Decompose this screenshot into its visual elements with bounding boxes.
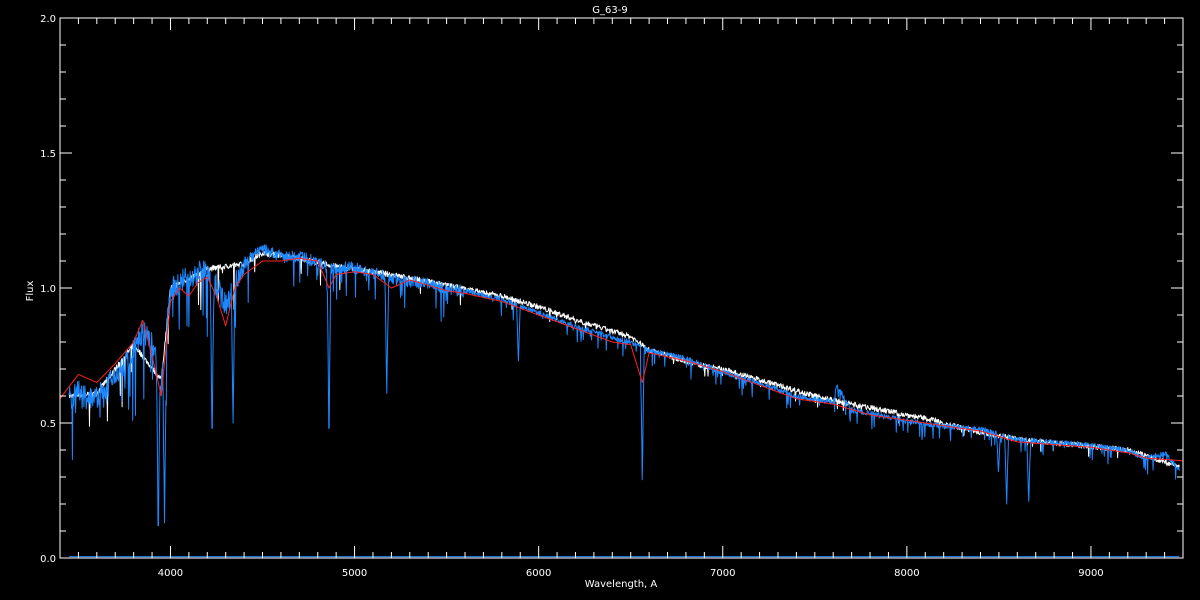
x-tick-label: 5000 — [342, 568, 367, 579]
y-axis-label: Flux — [25, 281, 36, 302]
y-tick-label: 0.0 — [40, 554, 56, 565]
x-tick-label: 4000 — [158, 568, 183, 579]
axes-layer: 4000 5000 6000 7000 8000 9000 0.0 0.5 1.0 1.5 2.0 — [40, 14, 1184, 579]
x-tick-label: 8000 — [894, 568, 919, 579]
y-tick-label: 2.0 — [40, 14, 56, 25]
y-tick-label: 1.0 — [40, 284, 56, 295]
x-tick-label: 9000 — [1078, 568, 1103, 579]
series-line-2 — [59, 257, 1184, 462]
series-layer — [59, 244, 1184, 558]
x-tick-label: 7000 — [710, 568, 735, 579]
x-axis-label: Wavelength, A — [585, 579, 658, 590]
chart-title: G_63-9 — [592, 5, 627, 16]
y-tick-label: 0.5 — [40, 419, 56, 430]
y-tick-label: 1.5 — [40, 149, 56, 160]
x-tick-label: 6000 — [526, 568, 551, 579]
